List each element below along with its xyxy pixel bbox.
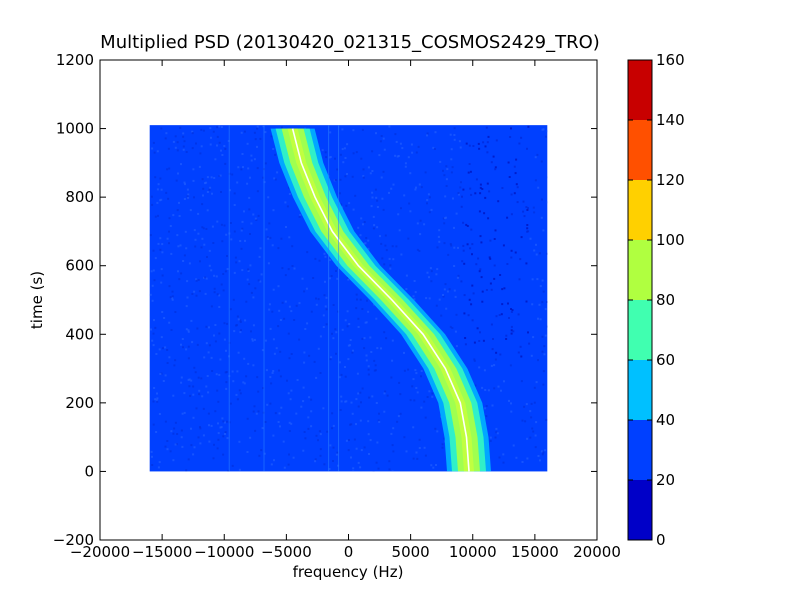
y-tick-label: 0 <box>84 462 94 480</box>
colorbar-segment <box>628 240 652 300</box>
signal-band-inner <box>281 128 480 472</box>
colorbar-tick-label: 20 <box>656 471 675 489</box>
x-tick-label: 0 <box>344 543 354 561</box>
colorbar-tick-label: 160 <box>656 51 685 69</box>
plot-area: −20000 −15000 −10000 −5000 0 5000 10000 15000 20… <box>53 51 621 561</box>
colorbar-segment <box>628 360 652 420</box>
colorbar-tick-label: 80 <box>656 291 675 309</box>
y-tick-label: 1200 <box>56 51 94 69</box>
colorbar-tick-label: 100 <box>656 231 685 249</box>
colorbar-segment <box>628 180 652 240</box>
colorbar-segment <box>628 420 652 480</box>
colorbar-segment <box>628 60 652 120</box>
y-axis-label: time (s) <box>28 271 46 329</box>
colorbar-segment <box>628 480 652 540</box>
y-tick-label: 800 <box>65 188 94 206</box>
y-tick-label: 400 <box>65 325 94 343</box>
x-tick-label: −15000 <box>132 543 192 561</box>
x-tick-label: −10000 <box>194 543 254 561</box>
x-tick-label: 20000 <box>573 543 621 561</box>
y-axis: −200 0 200 400 600 800 1000 1200 <box>53 51 597 549</box>
x-tick-label: −5000 <box>261 543 312 561</box>
colorbar-tick-label: 60 <box>656 351 675 369</box>
colorbar-tick-label: 140 <box>656 111 685 129</box>
x-tick-label: 15000 <box>511 543 559 561</box>
colorbar-segment <box>628 120 652 180</box>
y-tick-label: −200 <box>53 531 94 549</box>
colorbar: 0 20 40 60 80 100 120 140 160 <box>627 51 685 549</box>
x-tick-label: 10000 <box>449 543 497 561</box>
x-axis-label: frequency (Hz) <box>293 563 404 581</box>
y-tick-label: 1000 <box>56 120 94 138</box>
heatmap-background <box>149 125 548 472</box>
y-tick-label: 200 <box>65 394 94 412</box>
chart-title: Multiplied PSD (20130420_021315_COSMOS24… <box>100 32 600 53</box>
signal-center-line <box>291 128 470 472</box>
x-tick-label: 5000 <box>392 543 430 561</box>
colorbar-tick-label: 120 <box>656 171 685 189</box>
signal-band-core <box>287 128 474 472</box>
x-axis: −20000 −15000 −10000 −5000 0 5000 10000 15000 20… <box>70 60 621 561</box>
colorbar-segment <box>628 300 652 360</box>
y-tick-label: 600 <box>65 257 94 275</box>
colorbar-tick-label: 0 <box>656 531 666 549</box>
colorbar-tick-label: 40 <box>656 411 675 429</box>
x-tick-label: −20000 <box>70 543 130 561</box>
noise-texture <box>149 125 548 472</box>
